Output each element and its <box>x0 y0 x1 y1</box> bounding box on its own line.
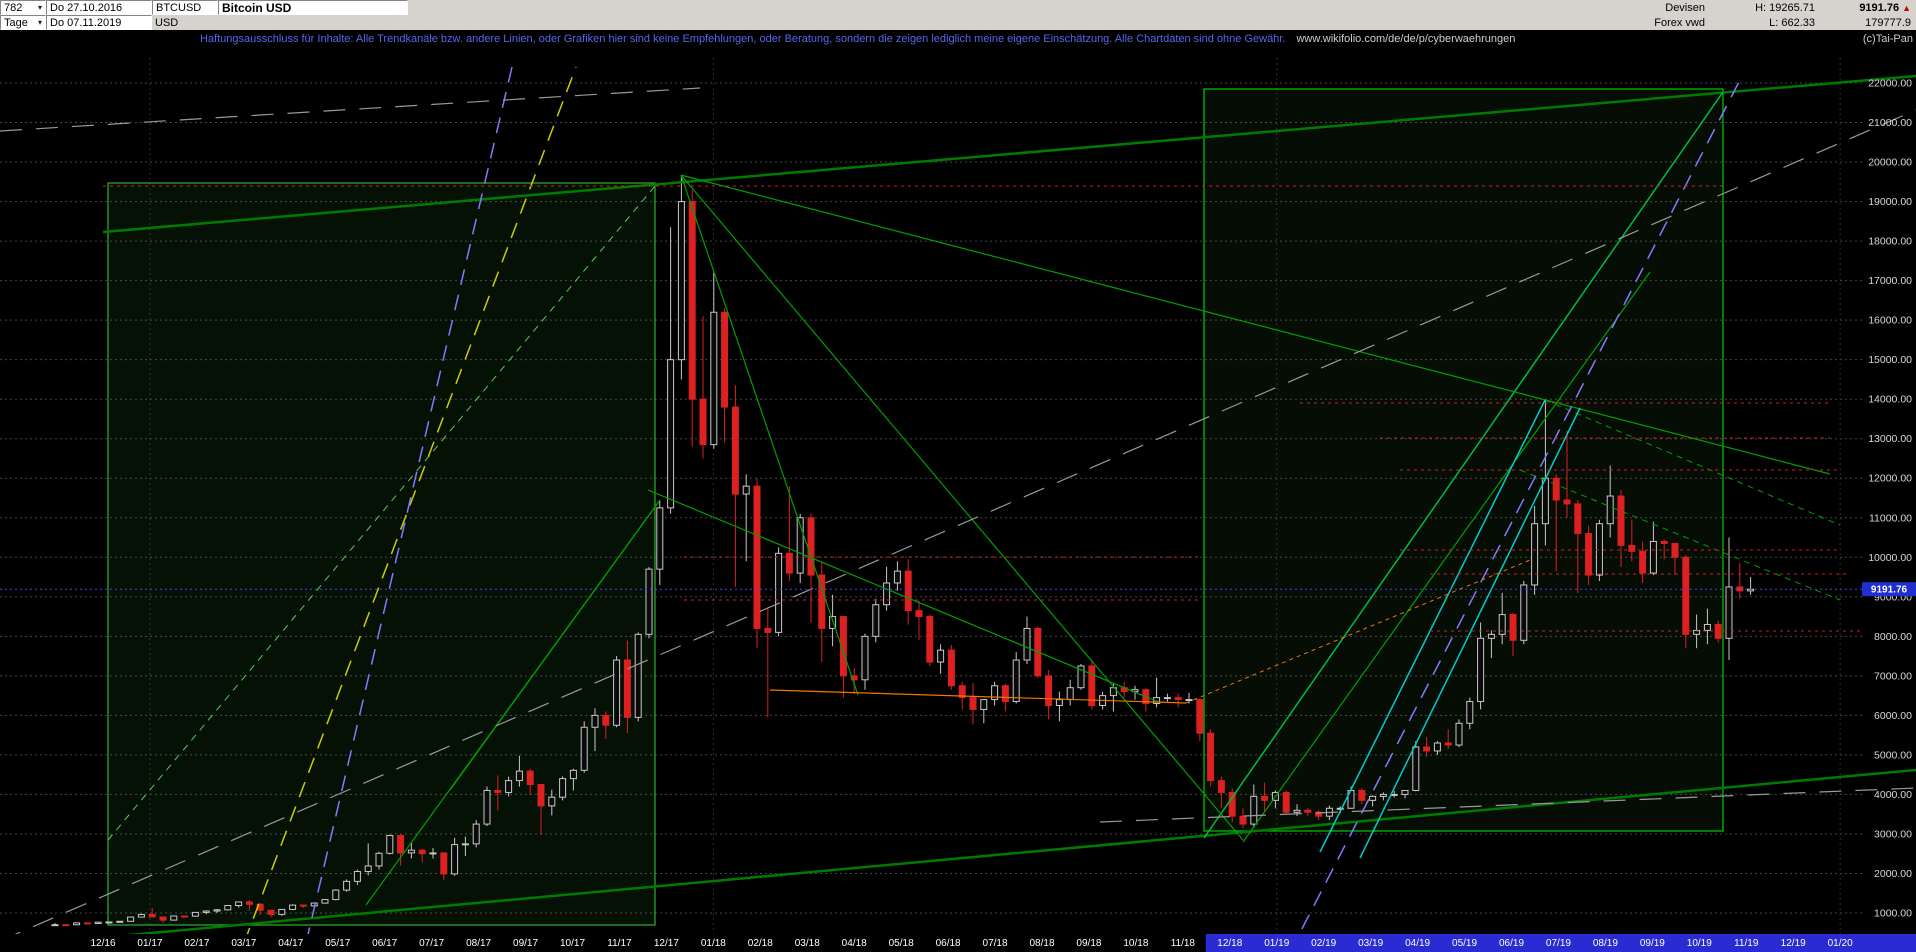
feed-source-label: Forex vwd <box>1654 16 1705 29</box>
last-price-value: 9191.76 <box>1859 1 1900 14</box>
svg-text:12/19: 12/19 <box>1781 938 1806 949</box>
svg-text:12/18: 12/18 <box>1217 938 1242 949</box>
header-right: Devisen H: 19265.71 9191.76 ▲ Forex vwd … <box>1638 0 1914 30</box>
end-date-field[interactable]: Do 07.11.2019 <box>46 15 152 30</box>
svg-text:02/19: 02/19 <box>1311 938 1336 949</box>
chevron-down-icon: ▾ <box>37 2 42 12</box>
symbol-field[interactable]: BTCUSD <box>152 0 218 15</box>
chevron-down-icon: ▾ <box>37 17 42 27</box>
svg-text:01/17: 01/17 <box>137 938 162 949</box>
svg-text:10/17: 10/17 <box>560 938 585 949</box>
svg-text:5000.00: 5000.00 <box>1874 749 1912 761</box>
svg-text:10/18: 10/18 <box>1123 938 1148 949</box>
up-arrow-icon: ▲ <box>1902 2 1911 13</box>
start-date-field[interactable]: Do 27.10.2016 <box>46 0 152 15</box>
svg-text:09/19: 09/19 <box>1640 938 1665 949</box>
svg-text:2000.00: 2000.00 <box>1874 868 1912 880</box>
svg-text:9191.76: 9191.76 <box>1871 585 1908 596</box>
period-low-label: L: 662.33 <box>1769 16 1815 29</box>
instrument-title: Bitcoin USD <box>218 0 408 15</box>
bars-count-value: 782 <box>4 1 23 14</box>
svg-text:07/17: 07/17 <box>419 938 444 949</box>
time-axis[interactable]: 12/16 01/17 02/17 03/17 04/17 05/17 06/17 07/17… <box>0 934 1916 952</box>
svg-text:15000.00: 15000.00 <box>1868 354 1912 366</box>
svg-text:12/17: 12/17 <box>654 938 679 949</box>
svg-text:18000.00: 18000.00 <box>1868 236 1912 248</box>
category-label: Devisen <box>1665 1 1705 14</box>
svg-text:04/19: 04/19 <box>1405 938 1430 949</box>
svg-text:01/20: 01/20 <box>1828 938 1853 949</box>
svg-text:13000.00: 13000.00 <box>1868 433 1912 445</box>
svg-text:04/18: 04/18 <box>842 938 867 949</box>
svg-text:11000.00: 11000.00 <box>1869 512 1912 524</box>
svg-text:09/18: 09/18 <box>1076 938 1101 949</box>
svg-text:19000.00: 19000.00 <box>1868 196 1912 208</box>
disclaimer-text: Haftungsausschluss für Inhalte: Alle Tre… <box>200 33 1286 45</box>
trendline-layer <box>0 66 1916 952</box>
svg-text:10000.00: 10000.00 <box>1868 552 1912 564</box>
header-left: 782 ▾ Do 27.10.2016 BTCUSD Bitcoin USD T… <box>0 0 408 30</box>
svg-text:02/18: 02/18 <box>748 938 773 949</box>
svg-text:10/19: 10/19 <box>1687 938 1712 949</box>
svg-text:08/19: 08/19 <box>1593 938 1618 949</box>
svg-text:07/19: 07/19 <box>1546 938 1571 949</box>
svg-text:11/18: 11/18 <box>1171 938 1196 949</box>
svg-text:11/19: 11/19 <box>1734 938 1759 949</box>
timeframe-value: Tage <box>4 16 28 29</box>
svg-text:17000.00: 17000.00 <box>1868 275 1912 287</box>
secondary-value-label: 179777.9 <box>1865 16 1911 29</box>
bars-count-dropdown[interactable]: 782 ▾ <box>0 0 46 15</box>
svg-text:01/19: 01/19 <box>1264 938 1289 949</box>
svg-text:03/18: 03/18 <box>795 938 820 949</box>
copyright-label: (c)Tai-Pan <box>1862 33 1913 45</box>
wikifolio-link[interactable]: www.wikifolio.com/de/de/p/cyberwaehrunge… <box>1296 33 1516 45</box>
svg-text:06/18: 06/18 <box>936 938 961 949</box>
svg-text:09/17: 09/17 <box>513 938 538 949</box>
svg-text:21000.00: 21000.00 <box>1868 117 1912 129</box>
svg-text:05/17: 05/17 <box>325 938 350 949</box>
selected-range-highlight <box>1205 934 1916 952</box>
svg-text:12/16: 12/16 <box>90 938 115 949</box>
chart-canvas[interactable]: 22000.00 21000.00 20000.00 19000.00 18000.00… <box>0 30 1916 952</box>
svg-text:3000.00: 3000.00 <box>1874 828 1912 840</box>
svg-text:7000.00: 7000.00 <box>1874 670 1912 682</box>
svg-text:03/17: 03/17 <box>231 938 256 949</box>
header-spacer <box>218 15 408 30</box>
svg-text:20000.00: 20000.00 <box>1868 157 1912 169</box>
svg-text:14000.00: 14000.00 <box>1868 394 1912 406</box>
svg-text:22000.00: 22000.00 <box>1868 78 1912 90</box>
chart-header: 782 ▾ Do 27.10.2016 BTCUSD Bitcoin USD T… <box>0 0 1916 31</box>
last-price-label: 9191.76 ▲ <box>1818 0 1914 15</box>
current-price-marker: 9191.76 <box>1862 582 1916 597</box>
period-high-label: H: 19265.71 <box>1755 1 1815 14</box>
candles-layer <box>51 175 1755 927</box>
svg-text:06/17: 06/17 <box>372 938 397 949</box>
timeframe-dropdown[interactable]: Tage ▾ <box>0 15 46 30</box>
svg-text:05/19: 05/19 <box>1452 938 1477 949</box>
svg-text:8000.00: 8000.00 <box>1874 631 1912 643</box>
svg-text:12000.00: 12000.00 <box>1868 473 1912 485</box>
svg-text:11/17: 11/17 <box>607 938 632 949</box>
svg-text:07/18: 07/18 <box>983 938 1008 949</box>
svg-text:04/17: 04/17 <box>278 938 303 949</box>
price-axis[interactable]: 22000.00 21000.00 20000.00 19000.00 18000.00… <box>1868 78 1912 920</box>
svg-text:08/17: 08/17 <box>466 938 491 949</box>
svg-text:01/18: 01/18 <box>701 938 726 949</box>
svg-text:02/17: 02/17 <box>184 938 209 949</box>
svg-text:6000.00: 6000.00 <box>1874 710 1912 722</box>
zone-boxes <box>107 88 1724 926</box>
disclaimer-bar: Haftungsausschluss für Inhalte: Alle Tre… <box>200 33 1900 45</box>
svg-text:4000.00: 4000.00 <box>1874 789 1912 801</box>
svg-text:16000.00: 16000.00 <box>1868 315 1912 327</box>
svg-text:1000.00: 1000.00 <box>1874 908 1912 920</box>
svg-text:08/18: 08/18 <box>1029 938 1054 949</box>
svg-text:05/18: 05/18 <box>889 938 914 949</box>
svg-text:03/19: 03/19 <box>1358 938 1383 949</box>
svg-text:06/19: 06/19 <box>1499 938 1524 949</box>
currency-label: USD <box>155 16 179 29</box>
